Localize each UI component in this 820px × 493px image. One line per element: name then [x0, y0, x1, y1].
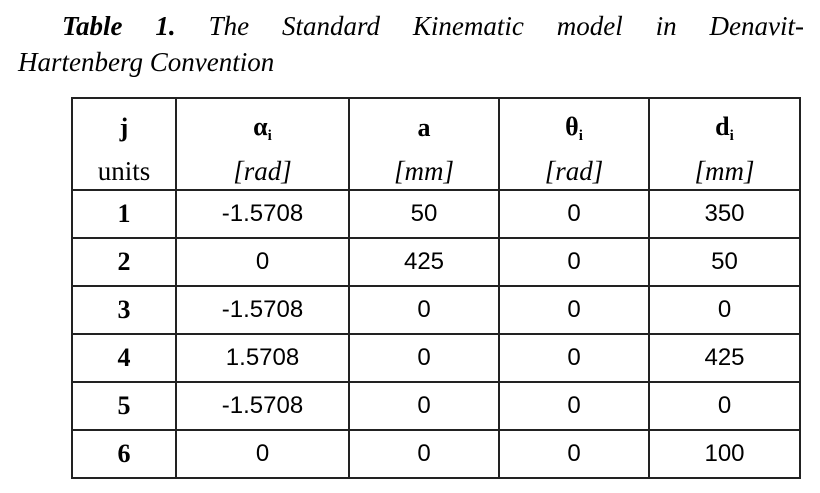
- cell-theta: 0: [498, 333, 650, 383]
- cell-alpha: 0: [175, 237, 350, 287]
- cell-j: 2: [71, 237, 177, 287]
- units-row: units [rad] [mm] [rad] [mm]: [71, 153, 801, 191]
- cell-d: 100: [648, 429, 801, 479]
- cell-theta: 0: [498, 285, 650, 335]
- header-row: j αi a θi di: [71, 97, 801, 153]
- header-a: a: [348, 97, 500, 153]
- header-theta: θi: [498, 97, 650, 153]
- cell-d: 0: [648, 285, 801, 335]
- cell-alpha: -1.5708: [175, 285, 350, 335]
- cell-alpha: 1.5708: [175, 333, 350, 383]
- table-row: 1 -1.5708 50 0 350: [71, 189, 801, 239]
- units-d: [mm]: [648, 153, 801, 191]
- header-j: j: [71, 97, 177, 153]
- cell-theta: 0: [498, 189, 650, 239]
- caption-line-2: Hartenberg Convention: [18, 47, 275, 77]
- cell-theta: 0: [498, 381, 650, 431]
- table-row: 3 -1.5708 0 0 0: [71, 285, 801, 335]
- caption-label: Table 1.: [62, 11, 176, 41]
- cell-d: 350: [648, 189, 801, 239]
- table-caption: Table 1. The Standard Kinematic model in…: [18, 8, 804, 80]
- header-d: di: [648, 97, 801, 153]
- cell-alpha: -1.5708: [175, 189, 350, 239]
- units-theta: [rad]: [498, 153, 650, 191]
- dh-parameters-table: j αi a θi di units [rad] [mm] [rad] [mm]…: [71, 97, 801, 479]
- cell-a: 0: [348, 285, 500, 335]
- table-row: 5 -1.5708 0 0 0: [71, 381, 801, 431]
- caption-text-1: The Standard Kinematic model in Denavit-: [208, 11, 805, 41]
- table-row: 6 0 0 0 100: [71, 429, 801, 479]
- units-alpha: [rad]: [175, 153, 350, 191]
- cell-d: 425: [648, 333, 801, 383]
- cell-j: 5: [71, 381, 177, 431]
- units-a: [mm]: [348, 153, 500, 191]
- units-label: units: [71, 153, 177, 191]
- cell-a: 0: [348, 333, 500, 383]
- table-row: 4 1.5708 0 0 425: [71, 333, 801, 383]
- table-row: 2 0 425 0 50: [71, 237, 801, 287]
- cell-a: 50: [348, 189, 500, 239]
- cell-j: 4: [71, 333, 177, 383]
- cell-a: 0: [348, 429, 500, 479]
- cell-theta: 0: [498, 429, 650, 479]
- cell-j: 3: [71, 285, 177, 335]
- cell-j: 6: [71, 429, 177, 479]
- cell-d: 50: [648, 237, 801, 287]
- cell-a: 425: [348, 237, 500, 287]
- cell-d: 0: [648, 381, 801, 431]
- cell-a: 0: [348, 381, 500, 431]
- cell-theta: 0: [498, 237, 650, 287]
- cell-alpha: 0: [175, 429, 350, 479]
- caption-line-1: Table 1. The Standard Kinematic model in…: [18, 8, 804, 44]
- header-alpha: αi: [175, 97, 350, 153]
- cell-j: 1: [71, 189, 177, 239]
- cell-alpha: -1.5708: [175, 381, 350, 431]
